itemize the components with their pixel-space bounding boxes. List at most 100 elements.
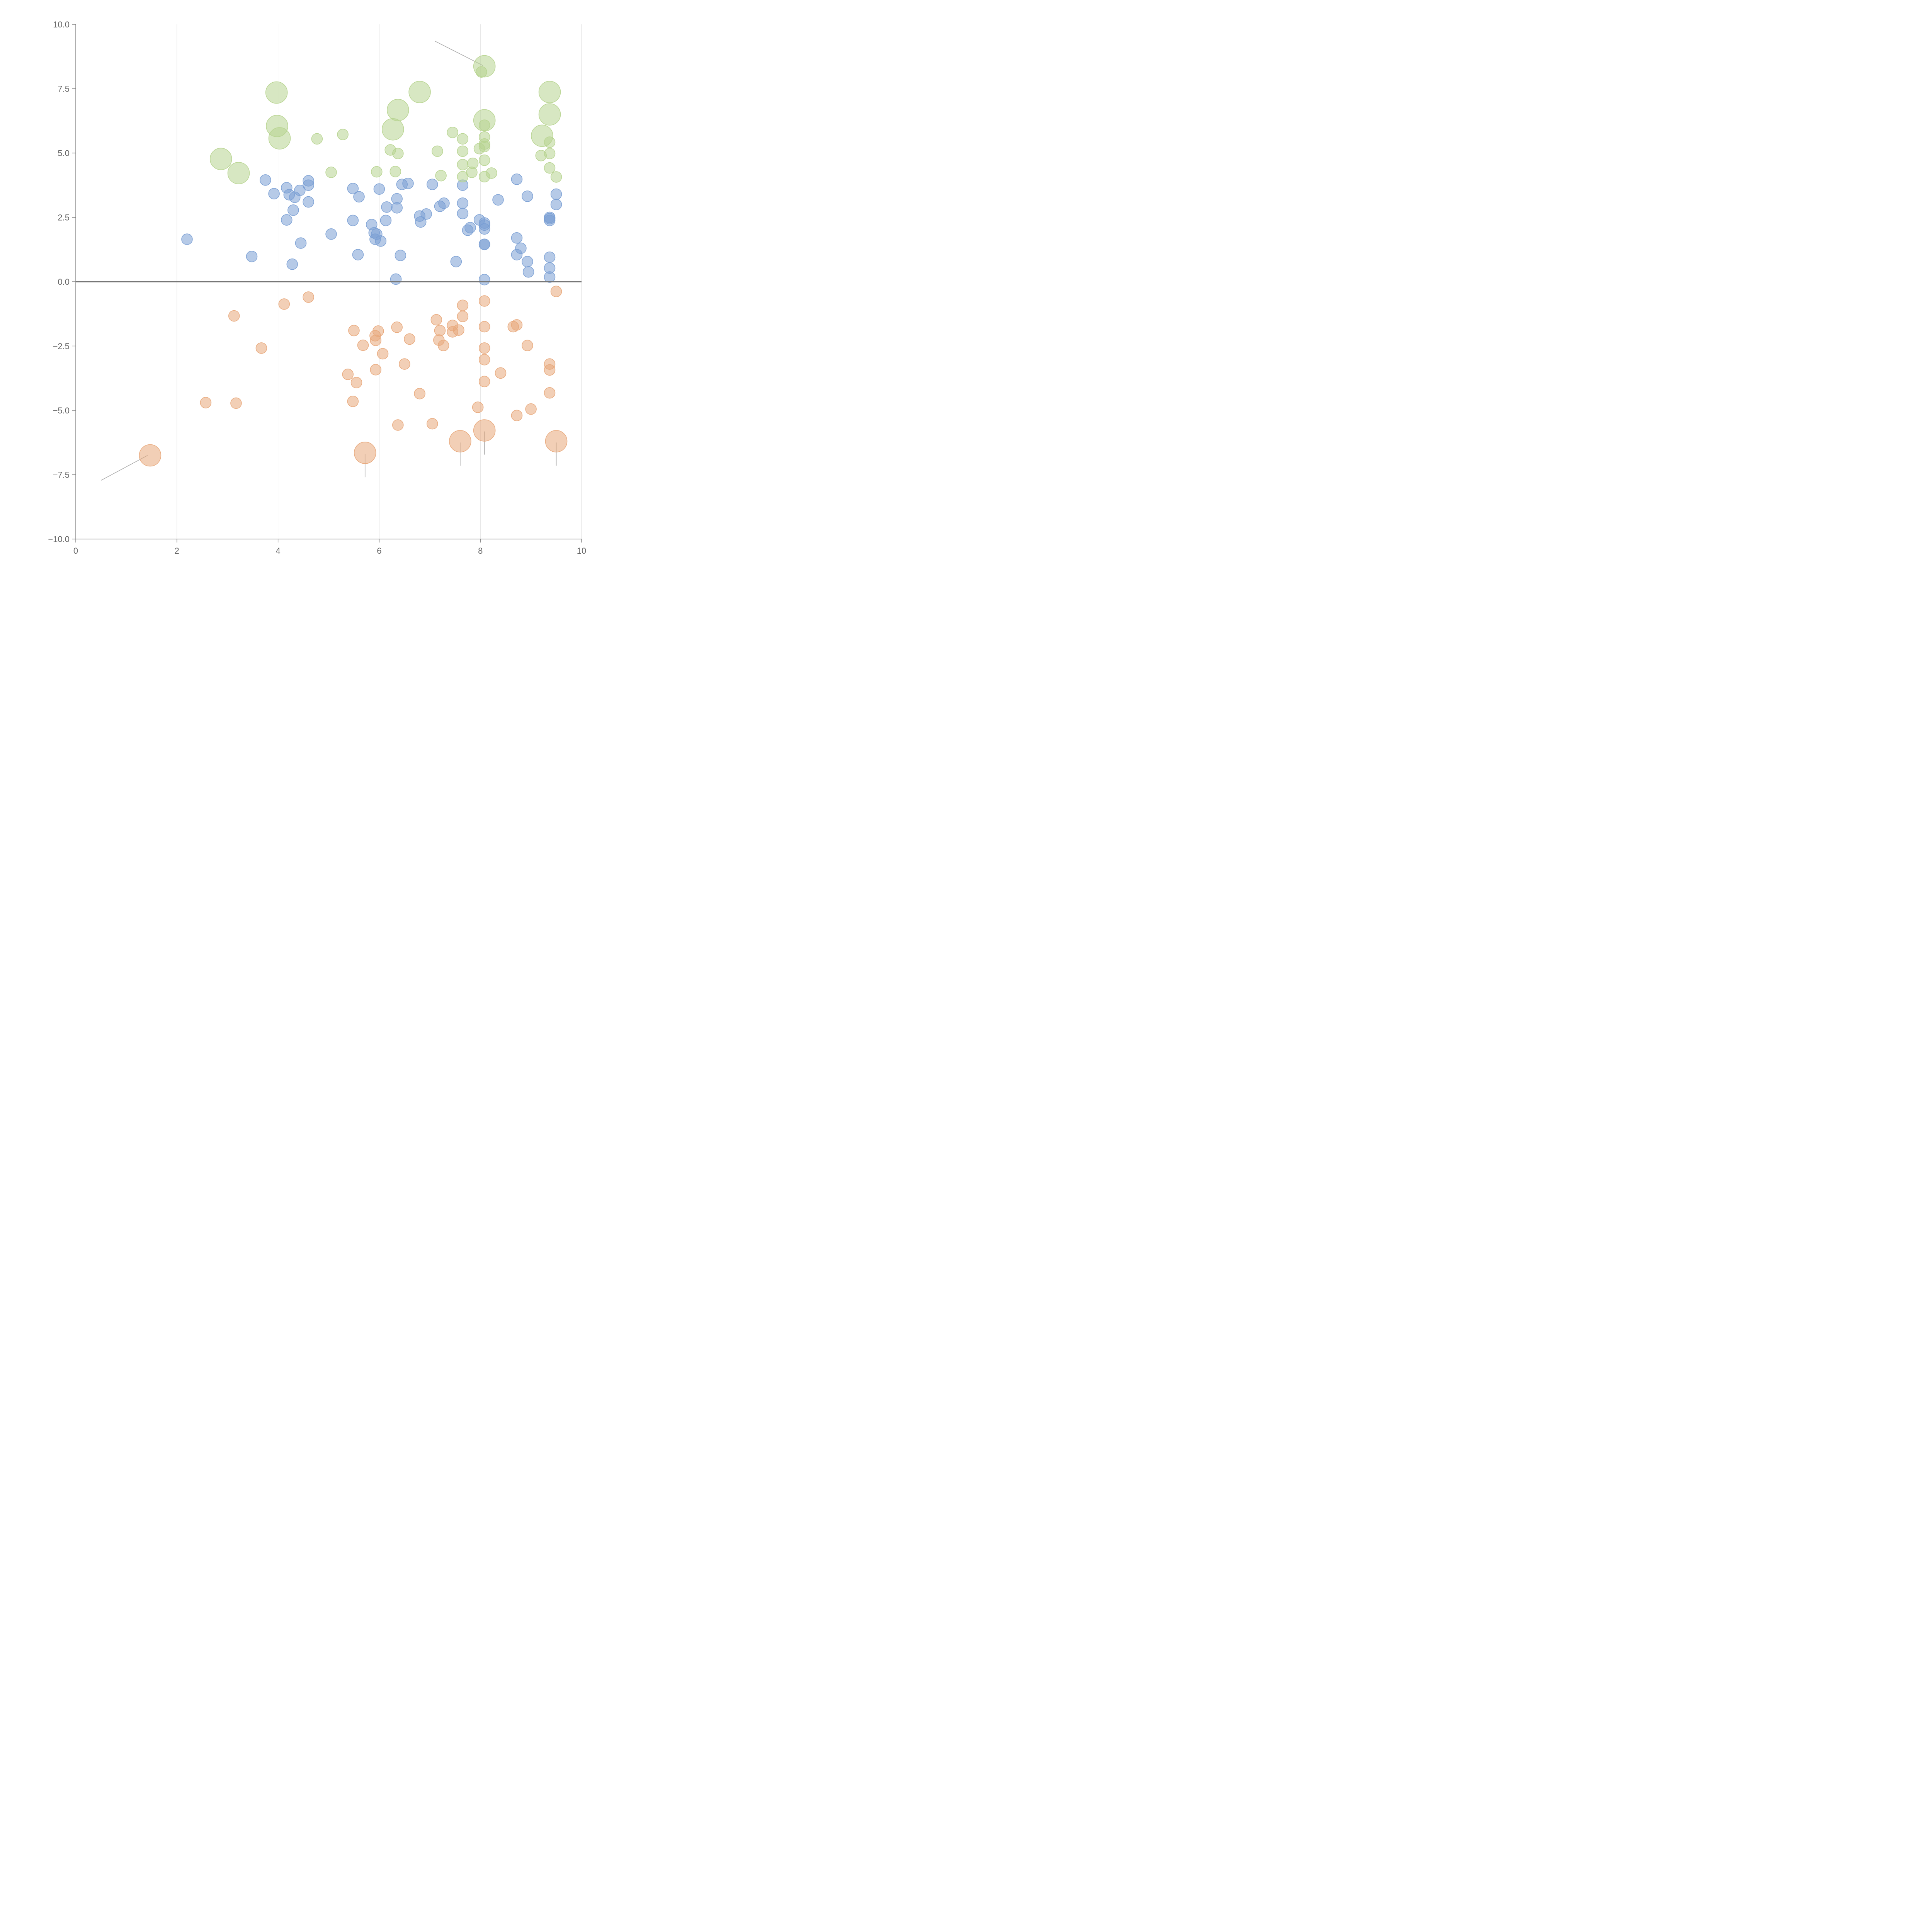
green-bubble: [544, 148, 556, 160]
orange-bubble: [544, 387, 556, 399]
orange-bubble: [303, 291, 314, 303]
y-tick-label: −2.5: [53, 342, 70, 351]
green-bubble: [478, 154, 490, 166]
blue-bubble: [294, 184, 306, 196]
orange-bubble: [427, 418, 438, 430]
blue-bubble: [511, 173, 523, 185]
orange-bubble: [391, 321, 403, 333]
green-bubble: [457, 171, 469, 183]
orange-bubble: [348, 325, 360, 337]
green-bubble: [392, 148, 404, 160]
green-bubble: [550, 171, 562, 183]
green-bubble: [408, 81, 431, 103]
green-bubble: [387, 99, 409, 121]
green-bubble: [337, 129, 349, 140]
orange-bubble: [434, 325, 446, 337]
blue-bubble: [402, 177, 414, 189]
green-bubble: [457, 133, 469, 145]
green-bubble: [473, 55, 496, 78]
blue-bubble: [381, 201, 393, 213]
green-bubble: [209, 148, 232, 170]
orange-bubble: [255, 342, 267, 354]
green-bubble: [486, 167, 497, 179]
blue-bubble: [464, 222, 476, 233]
blue-bubble: [478, 238, 490, 250]
orange-bubble: [545, 430, 568, 452]
blue-bubble: [511, 232, 523, 244]
blue-bubble: [268, 188, 280, 199]
blue-bubble: [438, 197, 450, 209]
blue-bubble: [427, 179, 438, 190]
blue-bubble: [391, 202, 403, 214]
blue-bubble: [181, 233, 193, 245]
orange-bubble: [478, 354, 490, 366]
orange-bubble: [550, 286, 562, 298]
green-bubble: [544, 162, 556, 174]
blue-bubble: [287, 204, 299, 216]
orange-bubble: [478, 321, 490, 333]
green-bubble: [538, 103, 561, 126]
x-tick-label: 0: [73, 546, 78, 556]
green-bubble: [466, 167, 478, 178]
x-tick-label: 8: [478, 546, 483, 556]
y-tick-label: −10.0: [48, 534, 70, 544]
blue-bubble: [347, 214, 359, 226]
orange-bubble: [511, 410, 523, 422]
chart-canvas: 0 2 4 6 8 10 10.0 7.5 5.0 2.5 0.0 −2.5 −5.0 −7.5 −10.0: [48, 20, 586, 556]
orange-bubble: [392, 419, 404, 431]
x-tick-label: 6: [377, 546, 381, 556]
green-bubble: [457, 145, 469, 157]
orange-bubble: [372, 325, 384, 337]
orange-bubble: [525, 403, 537, 415]
x-tick-label: 4: [276, 546, 280, 556]
blue-bubble: [492, 194, 504, 206]
orange-bubble: [478, 342, 490, 354]
green-bubble: [389, 166, 401, 177]
orange-bubble: [278, 298, 290, 310]
blue-bubble: [373, 183, 385, 195]
orange-bubble: [457, 299, 469, 311]
blue-bubble: [478, 223, 490, 235]
green-bubble: [311, 133, 323, 145]
orange-bubble: [457, 311, 469, 322]
blue-bubble: [522, 266, 534, 278]
green-bubble: [268, 127, 291, 150]
blue-bubble: [420, 208, 432, 220]
blue-bubble: [375, 235, 387, 247]
blue-bubble: [352, 249, 364, 260]
blue-bubble: [246, 250, 258, 262]
green-bubble: [447, 126, 458, 138]
orange-bubble: [472, 401, 484, 413]
orange-bubble: [139, 444, 162, 467]
orange-bubble: [495, 367, 507, 379]
y-tick-label: 5.0: [58, 148, 70, 158]
blue-bubble: [522, 256, 533, 267]
orange-bubble: [230, 397, 242, 409]
leader-lines: [101, 41, 557, 481]
blue-bubble: [450, 256, 462, 267]
x-tick-label: 2: [175, 546, 179, 556]
blue-bubble: [303, 179, 314, 191]
y-tick-label: 7.5: [58, 84, 70, 94]
green-bubble: [371, 166, 383, 178]
orange-bubble: [511, 319, 523, 331]
green-bubble: [325, 167, 337, 178]
blue-bubble: [544, 271, 556, 283]
y-tick-label: −7.5: [53, 470, 70, 480]
blue-bubble: [550, 199, 562, 210]
orange-bubble: [430, 314, 442, 326]
green-bubble: [538, 81, 561, 103]
blue-bubble: [325, 228, 337, 240]
x-tick-label: 10: [577, 546, 586, 556]
green-bubble: [265, 81, 288, 104]
green-bubble: [478, 141, 490, 153]
blue-bubble: [457, 207, 469, 219]
blue-bubble: [286, 258, 298, 270]
blue-bubble: [457, 197, 469, 209]
blue-bubble: [347, 183, 359, 194]
orange-bubble: [228, 310, 240, 322]
orange-bubble: [370, 364, 381, 376]
blue-bubble: [390, 273, 402, 285]
green-bubble: [381, 118, 404, 141]
orange-bubble: [357, 339, 369, 351]
